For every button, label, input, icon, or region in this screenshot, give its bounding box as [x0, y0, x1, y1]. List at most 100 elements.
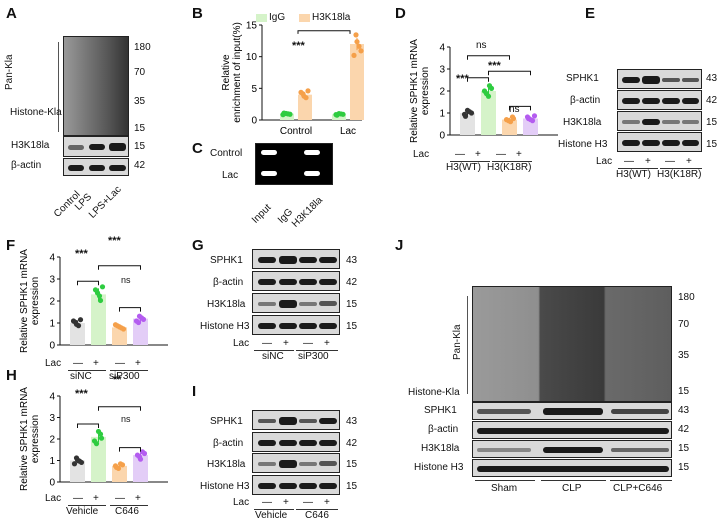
sign: — [303, 497, 313, 508]
y-tick-label: 10 [246, 52, 258, 63]
sig-vehicle-vs-c646: ** [113, 374, 122, 386]
lane-input: Input [250, 202, 274, 226]
data-point [112, 322, 119, 328]
h3k18la-blot [63, 136, 129, 157]
y-axis-label: Relative SPHK1 mRNA [409, 39, 420, 143]
y-axis-label: expression [420, 67, 431, 115]
lane-h3k18la: H3K18la [290, 194, 325, 230]
lac-label: Lac [45, 358, 62, 369]
kda-15: 15 [134, 123, 146, 134]
band [477, 466, 669, 472]
group-label-k18r: H3(K18R) [487, 162, 532, 173]
sign: + [324, 338, 330, 349]
band [258, 483, 276, 489]
sphk1-blot [617, 69, 702, 89]
y-tick-label: 2 [49, 297, 55, 308]
data-point [356, 43, 362, 49]
sig-ns-k18r: ns [509, 104, 520, 115]
panel-label-h: H [6, 367, 17, 384]
kda-43: 43 [678, 405, 690, 416]
kda-15b: 15 [678, 443, 690, 454]
lac-label: Lac [596, 156, 613, 167]
sign: — [665, 156, 675, 167]
band [109, 143, 126, 151]
sig-bracket [467, 77, 489, 82]
band [299, 323, 317, 329]
band [304, 150, 320, 155]
row-label-beta-actin: β-actin [213, 438, 244, 449]
data-point [358, 48, 364, 54]
sign: + [283, 338, 289, 349]
sig-sinc-vs-sip300: *** [108, 235, 121, 247]
panel-label-f: F [6, 237, 16, 254]
group-label-sinc: siNC [262, 351, 284, 362]
row-label-histone-h3: Histone H3 [200, 481, 250, 492]
sign: + [324, 497, 330, 508]
x-tick-label: Control [280, 126, 312, 137]
y-tick-label: 0 [251, 116, 257, 127]
row-label-histone-kla: Histone-Kla [10, 107, 62, 118]
data-point [354, 39, 360, 45]
band [261, 171, 277, 176]
histone-h3-blot [617, 132, 702, 152]
band [279, 323, 297, 329]
band [319, 323, 337, 329]
band [299, 440, 317, 446]
sig-bracket [77, 280, 99, 286]
data-point [281, 110, 287, 116]
data-point [510, 115, 517, 122]
sig-marker: *** [292, 40, 305, 52]
band [279, 300, 297, 308]
band [662, 140, 680, 146]
pan-kla-blot [472, 286, 672, 402]
x-tick-label: Lac [340, 126, 356, 137]
histone-h3-blot [252, 475, 340, 495]
group-underline [450, 161, 490, 162]
kda-42: 42 [346, 277, 358, 288]
legend-swatch-h3k18la [299, 14, 310, 22]
legend-swatch-igg [256, 14, 267, 22]
sig-sinc: *** [75, 248, 88, 260]
group-underline [68, 370, 106, 371]
data-point [98, 435, 105, 441]
row-label-histone-h3: Histone H3 [558, 139, 608, 150]
sign: — [303, 338, 313, 349]
sig-vehicle: *** [75, 388, 88, 400]
group-label-wt: H3(WT) [616, 169, 651, 180]
group-underline [110, 370, 148, 371]
chart-h: 0 1 2 3 4 Relative SPHK1 mRNA expression [19, 387, 168, 491]
group-underline [618, 168, 658, 169]
group-label-clp-c646: CLP+C646 [613, 483, 663, 494]
bar [502, 119, 517, 135]
band [622, 98, 640, 104]
band [258, 462, 276, 466]
row-label-sphk1: SPHK1 [210, 416, 243, 427]
band [662, 120, 680, 124]
kda-180: 180 [678, 292, 695, 303]
sig-wt-vs-k18r: *** [488, 60, 501, 72]
row-label-sphk1: SPHK1 [210, 255, 243, 266]
chart-d: 0 1 2 3 4 Relative SPHK1 mRNA expression [409, 39, 558, 143]
data-point [99, 284, 106, 290]
band [299, 419, 317, 423]
h3k18la-blot [617, 111, 702, 131]
group-label-sip300: siP300 [109, 371, 140, 382]
band [319, 279, 337, 285]
row-label-sphk1: SPHK1 [424, 405, 457, 416]
group-label-c646: C646 [305, 510, 329, 521]
bar [460, 113, 475, 135]
histone-h3-blot [472, 459, 672, 477]
band [319, 440, 337, 446]
data-point [503, 117, 510, 123]
lac-label: Lac [413, 149, 430, 160]
data-point [298, 89, 304, 95]
bar [523, 118, 538, 135]
sign: — [115, 358, 125, 369]
band [622, 77, 640, 83]
bar [298, 94, 312, 120]
kda-15b: 15 [346, 321, 358, 332]
sign: — [455, 149, 465, 160]
data-point [353, 32, 359, 38]
bar [280, 113, 294, 120]
band [319, 257, 337, 263]
